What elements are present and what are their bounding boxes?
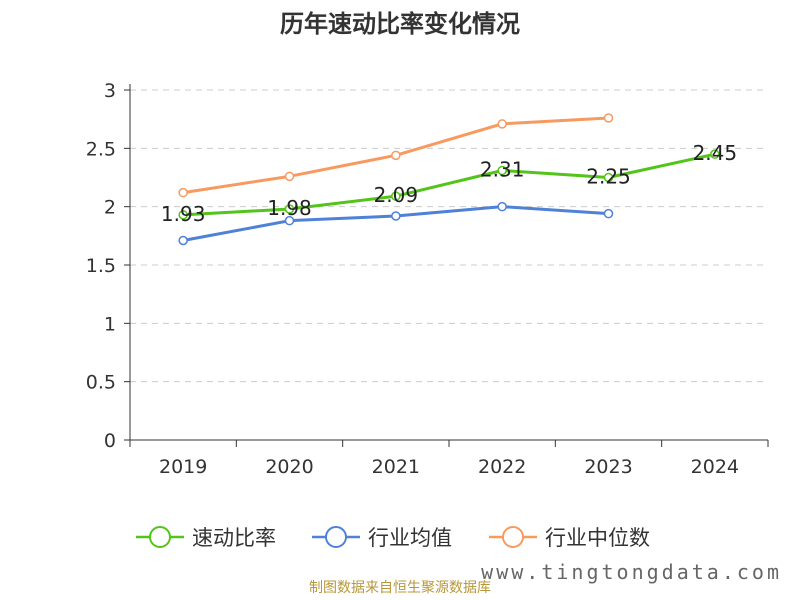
data-point <box>178 187 188 198</box>
x-tick-label: 2023 <box>584 456 632 478</box>
data-label: 2.25 <box>586 165 631 189</box>
x-tick-label: 2022 <box>478 456 526 478</box>
data-point <box>497 165 507 176</box>
x-tick-label: 2019 <box>159 456 207 478</box>
legend-label: 速动比率 <box>192 526 276 550</box>
y-tick-label: 2.5 <box>86 138 116 160</box>
y-tick-label: 2 <box>104 197 116 219</box>
y-tick-label: 3 <box>104 80 116 102</box>
y-tick-label: 0.5 <box>86 372 116 394</box>
legend-marker <box>149 526 171 548</box>
y-tick-label: 1 <box>104 313 116 335</box>
y-tick-label: 1.5 <box>86 255 116 277</box>
chart-title: 历年速动比率变化情况 <box>280 10 520 38</box>
data-label: 2.31 <box>480 158 525 182</box>
legend: 速动比率 行业均值 行业中位数 <box>136 526 650 550</box>
grid-lines <box>130 89 768 383</box>
data-point <box>178 235 188 246</box>
series-lines <box>178 113 720 246</box>
data-label: 1.93 <box>161 202 206 226</box>
data-point <box>284 171 295 182</box>
data-point <box>178 210 188 220</box>
data-point <box>603 113 614 123</box>
source-note: 制图数据来自恒生聚源数据库 <box>309 580 491 596</box>
legend-marker <box>325 526 347 548</box>
data-labels: 1.93 1.98 2.09 2.31 2.25 2.45 <box>161 141 737 226</box>
data-point <box>497 201 507 212</box>
x-tick-label: 2024 <box>691 456 739 478</box>
legend-marker <box>502 526 524 548</box>
data-point <box>497 119 507 129</box>
x-tick-label: 2021 <box>372 456 420 478</box>
x-tick-label: 2020 <box>265 456 313 478</box>
data-point <box>391 150 401 161</box>
data-point <box>391 211 401 221</box>
series-line <box>181 152 717 217</box>
data-point <box>284 204 295 214</box>
data-label: 1.98 <box>267 196 312 220</box>
y-tick-label: 0 <box>104 430 116 452</box>
data-label: 2.09 <box>374 183 419 207</box>
axes: 0 0.5 1 1.5 2 2.5 3 2019 2020 2021 2022 2023 2024 <box>86 80 769 478</box>
data-label: 2.45 <box>693 141 738 165</box>
data-point <box>391 191 401 201</box>
legend-label: 行业中位数 <box>545 526 650 550</box>
watermark: www.tingtongdata.com <box>481 560 782 584</box>
data-point <box>603 208 614 219</box>
data-point <box>603 172 614 183</box>
legend-label: 行业均值 <box>368 526 452 550</box>
data-point <box>710 149 720 159</box>
data-point <box>284 215 295 226</box>
